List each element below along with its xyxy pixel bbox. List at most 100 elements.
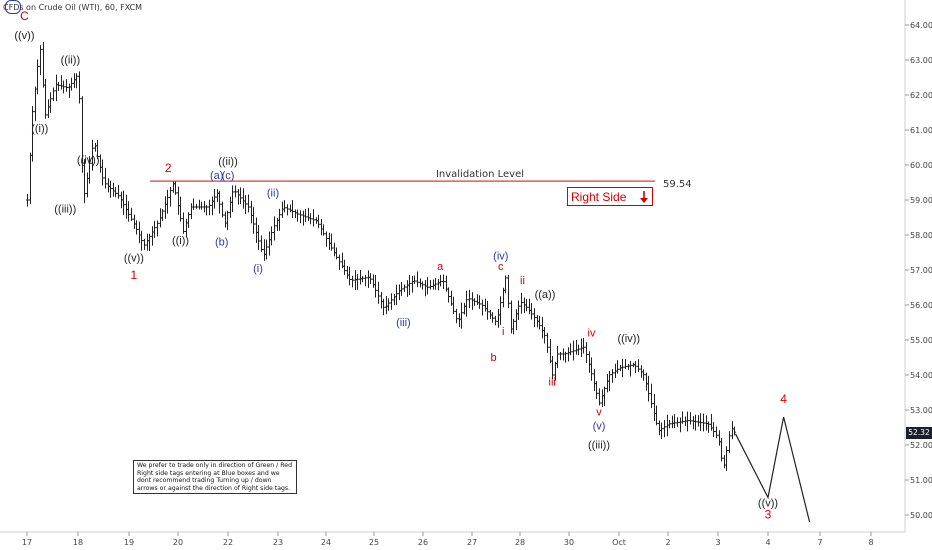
ohlc-bar (416, 271, 419, 288)
wave-label: ((ii)) (218, 156, 238, 168)
ohlc-bar (478, 295, 481, 309)
x-tick-label: 7 (817, 538, 822, 547)
y-tick-label: 53.00 (910, 406, 932, 415)
ohlc-bar (107, 178, 110, 193)
ohlc-bar (34, 86, 37, 122)
ohlc-bar (707, 421, 710, 433)
ohlc-bar (200, 201, 203, 210)
ohlc-bar (281, 201, 284, 218)
ohlc-bar (291, 200, 294, 218)
y-tick-label: 62.00 (910, 91, 932, 100)
ohlc-bar (218, 190, 221, 214)
ohlc-bar (489, 309, 492, 319)
wave-label: ((i)) (31, 123, 48, 135)
projection-path (734, 416, 811, 523)
ohlc-bar (166, 189, 169, 214)
ohlc-bar (244, 195, 247, 215)
ohlc-bar (369, 273, 372, 284)
ohlc-bar (42, 41, 45, 88)
ohlc-bar (712, 422, 715, 438)
ohlc-bar (551, 355, 554, 380)
ohlc-bar (47, 99, 50, 119)
ohlc-bar (260, 235, 263, 252)
y-tick-label: 61.00 (910, 126, 932, 135)
ohlc-bar (198, 199, 201, 210)
ohlc-bar (460, 302, 463, 329)
wave-label: iii (549, 377, 556, 389)
ohlc-bar (564, 351, 567, 363)
ohlc-bar (364, 274, 367, 287)
x-tick-label: 25 (369, 538, 379, 547)
ohlc-bar (143, 238, 146, 250)
x-axis: 17 18 19 20 22 23 24 25 26 27 28 30 Oct 2 3 4 7 8 (0, 531, 905, 547)
wave-label: b (491, 352, 497, 364)
ohlc-bar (452, 296, 455, 314)
ohlc-bar (663, 420, 666, 438)
ohlc-bar (484, 298, 487, 312)
ohlc-bar (595, 381, 598, 399)
ohlc-bar (296, 209, 299, 222)
ohlc-bar (515, 309, 518, 331)
ohlc-bar (627, 364, 630, 370)
ohlc-bar (486, 300, 489, 320)
ohlc-bar (231, 185, 234, 212)
wave-label: C (20, 9, 29, 23)
ohlc-bar (94, 142, 97, 152)
y-tick-label: 60.00 (910, 161, 932, 170)
ohlc-bar (541, 317, 544, 339)
ohlc-bar (75, 73, 78, 89)
ohlc-bar (426, 277, 429, 295)
ohlc-bar (679, 417, 682, 433)
ohlc-bar (699, 413, 702, 431)
ohlc-bar (140, 230, 143, 251)
ohlc-bar (96, 140, 99, 160)
ohlc-bar (603, 386, 606, 407)
ohlc-bar (309, 213, 312, 225)
ohlc-bar (179, 196, 182, 222)
y-tick-label: 58.00 (910, 231, 932, 240)
ohlc-bar (673, 414, 676, 429)
ohlc-bar (549, 338, 552, 364)
ohlc-bar (491, 312, 494, 323)
ohlc-bar (255, 217, 258, 243)
ohlc-bar (36, 59, 39, 95)
ohlc-bar (367, 270, 370, 288)
wave-label: 2 (165, 161, 172, 175)
wave-label: ((ii)) (61, 55, 81, 67)
ohlc-bar (387, 298, 390, 311)
ohlc-bar (546, 332, 549, 353)
ohlc-bar (91, 139, 94, 171)
ohlc-bar (393, 293, 396, 306)
ohlc-bar (413, 275, 416, 285)
chart-title: CFDs on Crude Oil (WTI), 60, FXCM (3, 3, 143, 12)
wave-label: (iv) (493, 251, 508, 263)
ohlc-bar (512, 318, 515, 335)
ohlc-bar (257, 225, 260, 250)
ohlc-bar (538, 315, 541, 330)
right-side-label: Right Side (571, 190, 627, 204)
ohlc-bar (611, 369, 614, 383)
x-tick-label: 27 (467, 538, 477, 547)
y-tick-label: 51.00 (910, 476, 932, 485)
wave-label: ii (520, 275, 525, 287)
projection-line (734, 416, 811, 523)
wave-label: 1 (131, 268, 138, 282)
ohlc-bar (647, 375, 650, 402)
ohlc-bar (606, 373, 609, 393)
tradingview-logo-icon (5, 0, 21, 14)
ohlc-bar (718, 430, 721, 446)
ohlc-bar (471, 292, 474, 310)
ohlc-bar (330, 233, 333, 251)
wave-label: ((i)) (172, 235, 189, 247)
y-axis: 50.00 51.00 52.00 53.00 54.00 55.00 56.00 57.00… (904, 0, 932, 532)
ohlc-bar (598, 388, 601, 406)
ohlc-bar (395, 284, 398, 306)
ohlc-bar (83, 159, 86, 204)
ohlc-bar (447, 287, 450, 303)
ohlc-bar (268, 231, 271, 256)
x-tick-label: 26 (418, 538, 428, 547)
wave-label: (iii) (396, 317, 411, 329)
ohlc-bar (335, 247, 338, 260)
wave-label: ((v)) (14, 30, 34, 42)
ohlc-bar (465, 290, 468, 317)
